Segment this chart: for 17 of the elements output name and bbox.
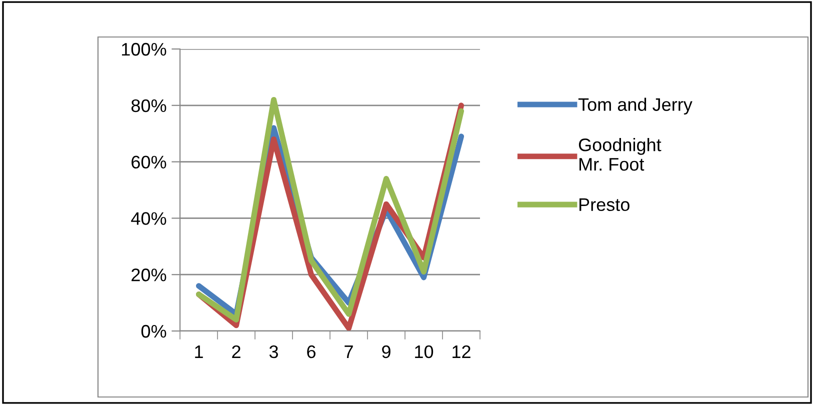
y-tick-label: 40% — [131, 212, 166, 225]
y-tick-label: 60% — [132, 156, 166, 169]
x-tick-label: 10 — [415, 345, 434, 358]
x-tick-label: 2 — [232, 345, 240, 358]
x-tick-label: 6 — [307, 345, 316, 358]
legend-label: Goodnight Mr. Foot — [578, 138, 662, 171]
x-tick-label: 9 — [382, 345, 390, 358]
y-tick-label: 0% — [141, 324, 166, 338]
x-tick-label: 1 — [195, 346, 203, 358]
y-tick-label: 80% — [131, 99, 166, 112]
y-tick-label: 100% — [122, 42, 166, 56]
legend-label: Presto — [580, 198, 630, 212]
x-tick-label: 3 — [269, 345, 278, 358]
legend-label: Tom and Jerry — [578, 98, 692, 115]
y-tick-label: 20% — [132, 268, 166, 282]
x-tick-label: 7 — [344, 346, 353, 358]
x-tick-label: 12 — [452, 345, 470, 358]
